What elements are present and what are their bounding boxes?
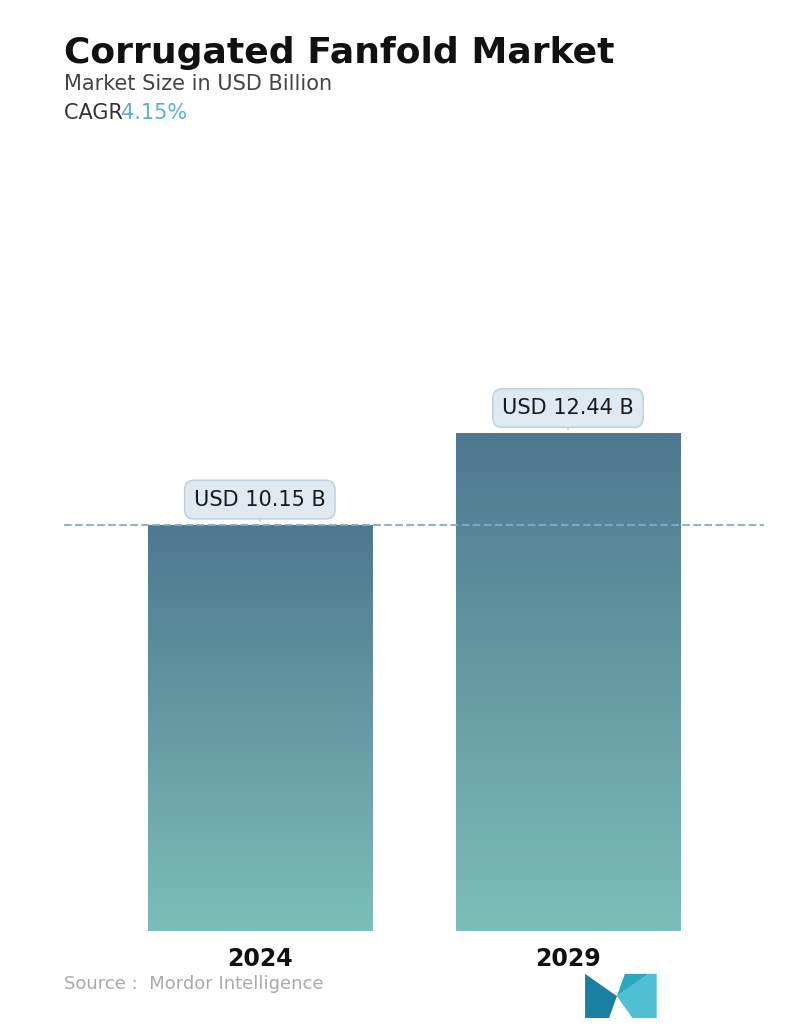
Polygon shape xyxy=(617,974,649,996)
Text: CAGR: CAGR xyxy=(64,103,129,123)
Polygon shape xyxy=(617,974,657,1018)
Text: Market Size in USD Billion: Market Size in USD Billion xyxy=(64,74,332,94)
Polygon shape xyxy=(585,974,617,1018)
Text: 4.15%: 4.15% xyxy=(121,103,187,123)
Text: USD 12.44 B: USD 12.44 B xyxy=(502,398,634,418)
Text: Source :  Mordor Intelligence: Source : Mordor Intelligence xyxy=(64,975,323,993)
Text: Corrugated Fanfold Market: Corrugated Fanfold Market xyxy=(64,36,615,70)
Text: USD 10.15 B: USD 10.15 B xyxy=(194,489,326,510)
